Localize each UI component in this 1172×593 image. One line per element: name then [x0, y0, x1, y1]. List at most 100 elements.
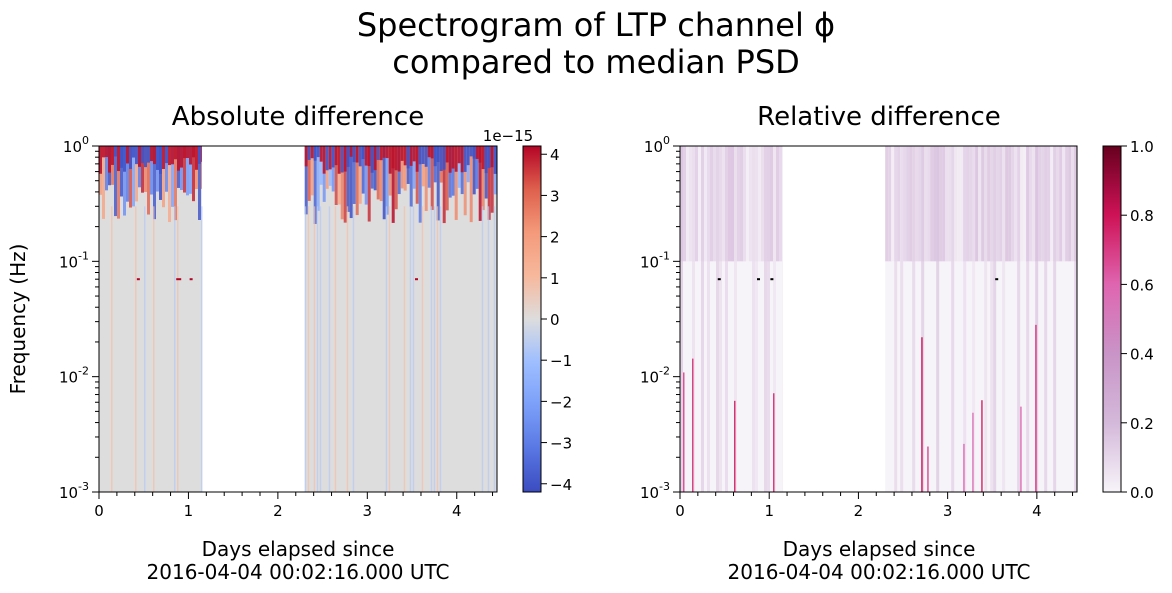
heat-cell [1014, 146, 1018, 262]
heat-cell [945, 146, 949, 262]
heat-cell [451, 146, 455, 169]
heat-stripe [436, 206, 439, 492]
heat-cell [123, 146, 126, 216]
heat-stripe [334, 206, 337, 492]
heat-cell [722, 146, 725, 262]
heat-stripe [316, 206, 319, 492]
heat-cell [135, 146, 138, 165]
heat-cell [331, 146, 335, 192]
heat-cell [313, 146, 317, 161]
heat-cell [379, 146, 383, 161]
heat-cell [454, 146, 458, 172]
heat-stripe [439, 206, 442, 492]
heat-stripe [972, 146, 976, 492]
heat-cell [427, 146, 431, 188]
heat-cell [1059, 146, 1063, 262]
heat-cell [891, 146, 895, 262]
heat-cell [126, 146, 129, 164]
heat-stripe [346, 206, 349, 492]
y-axis: 10-3 10-2 10-1 100 [640, 134, 680, 502]
heat-cell [421, 146, 425, 164]
heat-cell [885, 146, 889, 262]
heat-cell [761, 146, 764, 262]
heat-cell [370, 146, 374, 173]
y-tick-label: 10-1 [59, 249, 89, 271]
heat-stripe [1053, 146, 1057, 492]
heat-stripe [912, 146, 916, 492]
heat-stripe [963, 443, 965, 492]
heat-cell [201, 146, 202, 162]
heat-cell [412, 146, 416, 189]
heat-stripe [951, 146, 955, 492]
heat-cell [349, 146, 353, 219]
heat-cell [418, 146, 422, 165]
heat-cell [325, 146, 329, 171]
heat-cell [394, 146, 398, 210]
heat-cell [319, 146, 323, 162]
heat-cell [415, 146, 419, 172]
heat-cell [888, 146, 892, 262]
heat-cell [403, 146, 407, 166]
heat-cell [189, 146, 192, 194]
heat-cell [361, 146, 365, 160]
heat-stripe [752, 146, 755, 492]
heat-cell [367, 146, 371, 222]
heat-cell [683, 146, 686, 262]
heat-cell [174, 146, 177, 221]
colorbar: 1.0 0.8 0.6 0.4 0.2 0.0 [1102, 138, 1154, 502]
heat-cell [933, 146, 937, 262]
heat-cell [186, 146, 189, 196]
heat-cell [117, 146, 120, 172]
heat-cell [469, 146, 473, 157]
heat-stripe [719, 146, 722, 492]
heat-cell [394, 146, 398, 171]
heat-cell [999, 146, 1003, 262]
heat-cell [159, 146, 162, 174]
heat-cell [412, 146, 416, 162]
suptitle-line-1: Spectrogram of LTP channel ϕ [357, 6, 835, 44]
heat-stripe [433, 206, 436, 492]
heat-stripe [900, 146, 904, 492]
colorbar: 4 3 2 1 0 −1 −2 −3 −4 1e−15 [483, 127, 572, 494]
heat-cell [1062, 146, 1066, 262]
heat-cell [746, 146, 749, 262]
heat-cell [331, 146, 335, 168]
heat-stripe [304, 206, 307, 492]
marker-dot [757, 278, 761, 281]
heat-cell [367, 146, 371, 167]
heat-stripe [403, 206, 406, 492]
heat-cell [758, 146, 761, 262]
heat-stripe [409, 206, 412, 492]
heat-stripe [313, 206, 316, 492]
heat-cell [981, 146, 985, 262]
marker-dot [717, 278, 721, 281]
marker-dot [770, 278, 774, 281]
x-tick-label: 2 [854, 502, 864, 520]
heatmap-cells [680, 146, 1077, 492]
figure-suptitle: Spectrogram of LTP channel ϕ compared to… [357, 6, 835, 81]
heat-cell [334, 146, 338, 206]
heat-stripe [963, 146, 967, 492]
heat-stripe [981, 400, 983, 492]
marker-dot [136, 278, 140, 281]
colorbar-tick-label: 1.0 [1130, 138, 1154, 156]
heat-cell [132, 146, 135, 207]
heat-cell [346, 146, 350, 167]
heat-cell [147, 146, 150, 215]
heat-stripe [984, 146, 988, 492]
heat-stripe [716, 146, 719, 492]
heat-cell [969, 146, 973, 262]
heat-cell [1020, 146, 1024, 262]
heat-cell [1008, 146, 1012, 262]
heat-cell [472, 146, 476, 159]
heat-cell [192, 146, 195, 158]
heat-cell [343, 146, 347, 172]
heat-cell [686, 146, 689, 262]
heat-cell [340, 146, 344, 173]
heat-cell [1041, 146, 1045, 262]
heat-cell [430, 146, 434, 159]
heat-cell [304, 146, 308, 215]
heat-stripe [421, 206, 424, 492]
heat-stripe [412, 206, 415, 492]
